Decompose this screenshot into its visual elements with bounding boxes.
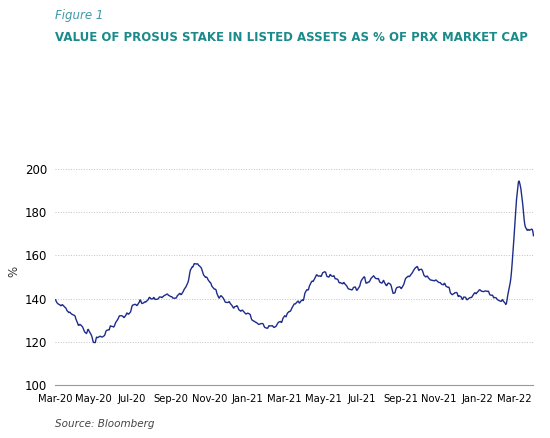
Text: Source: Bloomberg: Source: Bloomberg (55, 419, 155, 429)
Y-axis label: %: % (8, 266, 21, 277)
Text: Figure 1: Figure 1 (55, 9, 103, 22)
Text: VALUE OF PROSUS STAKE IN LISTED ASSETS AS % OF PRX MARKET CAP: VALUE OF PROSUS STAKE IN LISTED ASSETS A… (55, 31, 528, 44)
